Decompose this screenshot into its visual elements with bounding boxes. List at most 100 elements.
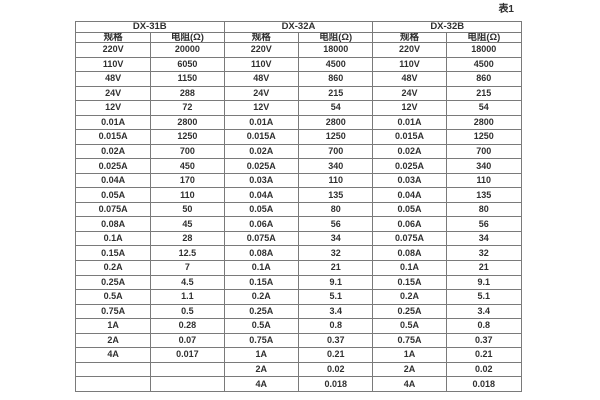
table-row: 2A 0.07 0.75A 0.37 0.75A 0.37	[74, 332, 523, 349]
resistance-cell: 0.28	[150, 318, 225, 334]
spec-cell: 0.25A	[223, 303, 299, 320]
spec-cell: 0.08A	[223, 245, 299, 261]
group-header: DX-32A	[223, 21, 374, 33]
table-row: 0.02A 700 0.02A 700 0.02A 700	[74, 143, 523, 160]
resistance-cell: 7	[150, 259, 225, 276]
resistance-cell: 1150	[150, 71, 225, 87]
spec-cell: 48V	[223, 71, 299, 87]
spec-cell: 0.025A	[372, 158, 447, 174]
table-row: 2A 0.02 2A 0.02	[74, 361, 523, 378]
spec-cell: 0.04A	[372, 187, 447, 203]
resistance-cell: 2800	[150, 114, 225, 131]
resistance-cell: 4500	[297, 56, 374, 73]
spec-cell: 1A	[372, 347, 447, 363]
spec-cell: 2A	[372, 361, 447, 378]
resistance-cell: 860	[445, 71, 523, 87]
spec-cell: 0.5A	[74, 289, 152, 305]
table-row: 220V 20000 220V 18000 220V 18000	[74, 42, 523, 58]
table-row: 0.1A 28 0.075A 34 0.075A 34	[74, 230, 523, 247]
resistance-cell: 110	[445, 172, 523, 189]
spec-cell: 0.08A	[372, 245, 447, 261]
spec-cell: 0.04A	[223, 187, 299, 203]
spec-cell: 0.02A	[223, 143, 299, 160]
spec-cell: 48V	[372, 71, 447, 87]
resistance-cell	[150, 361, 225, 378]
resistance-cell: 21	[445, 259, 523, 276]
resistance-cell: 700	[297, 143, 374, 160]
spec-column-header: 规格	[223, 31, 299, 43]
resistance-cell: 18000	[297, 42, 374, 58]
spec-cell: 0.04A	[74, 172, 152, 189]
spec-cell: 0.01A	[74, 114, 152, 131]
resistance-cell: 4500	[445, 56, 523, 73]
resistance-cell: 3.4	[445, 303, 523, 320]
spec-cell: 0.015A	[74, 129, 152, 145]
spec-cell: 4A	[372, 376, 447, 392]
resistance-column-header: 电阻(Ω)	[150, 31, 225, 43]
table-row: 48V 1150 48V 860 48V 860	[74, 71, 523, 87]
resistance-cell: 5.1	[445, 289, 523, 305]
resistance-cell: 0.018	[297, 376, 374, 392]
resistance-cell: 9.1	[297, 274, 374, 291]
resistance-column-header: 电阻(Ω)	[445, 31, 523, 43]
spec-column-header: 规格	[74, 31, 152, 43]
resistance-cell: 0.02	[297, 361, 374, 378]
table-row: 0.2A 7 0.1A 21 0.1A 21	[74, 259, 523, 276]
spec-cell: 110V	[372, 56, 447, 73]
spec-cell: 0.075A	[223, 230, 299, 247]
resistance-cell: 1250	[297, 129, 374, 145]
spec-cell: 110V	[74, 56, 152, 73]
spec-cell: 220V	[372, 42, 447, 58]
resistance-column-header: 电阻(Ω)	[297, 31, 374, 43]
spec-cell: 0.1A	[372, 259, 447, 276]
subheader-row: 规格 电阻(Ω) 规格 电阻(Ω) 规格 电阻(Ω)	[74, 31, 523, 43]
spec-cell: 2A	[223, 361, 299, 378]
spec-cell: 0.02A	[372, 143, 447, 160]
spec-cell: 0.1A	[74, 230, 152, 247]
resistance-cell: 32	[297, 245, 374, 261]
resistance-cell: 135	[445, 187, 523, 203]
table-row: 24V 288 24V 215 24V 215	[74, 85, 523, 102]
spec-cell: 0.2A	[372, 289, 447, 305]
resistance-cell: 0.02	[445, 361, 523, 378]
spec-cell	[74, 361, 152, 378]
resistance-cell: 135	[297, 187, 374, 203]
spec-cell: 0.02A	[74, 143, 152, 160]
spec-cell: 2A	[74, 332, 152, 349]
spec-cell: 0.75A	[74, 303, 152, 320]
resistance-cell	[150, 376, 225, 392]
table-row: 0.5A 1.1 0.2A 5.1 0.2A 5.1	[74, 289, 523, 305]
spec-cell: 1A	[74, 318, 152, 334]
table-row: 0.01A 2800 0.01A 2800 0.01A 2800	[74, 114, 523, 131]
spec-cell: 0.15A	[223, 274, 299, 291]
resistance-cell: 860	[297, 71, 374, 87]
resistance-cell: 72	[150, 100, 225, 116]
spec-cell: 12V	[74, 100, 152, 116]
resistance-cell: 34	[445, 230, 523, 247]
spec-cell: 24V	[223, 85, 299, 102]
resistance-cell: 110	[297, 172, 374, 189]
spec-cell: 0.075A	[372, 230, 447, 247]
resistance-cell: 0.8	[445, 318, 523, 334]
resistance-cell: 0.37	[297, 332, 374, 349]
resistance-cell: 215	[297, 85, 374, 102]
table-row: 0.015A 1250 0.015A 1250 0.015A 1250	[74, 129, 523, 145]
resistance-cell: 2800	[297, 114, 374, 131]
resistance-cell: 56	[297, 216, 374, 232]
spec-cell: 110V	[223, 56, 299, 73]
spec-cell: 0.75A	[372, 332, 447, 349]
spec-cell: 0.5A	[372, 318, 447, 334]
spec-cell: 0.05A	[74, 187, 152, 203]
spec-cell: 0.015A	[372, 129, 447, 145]
resistance-cell: 0.37	[445, 332, 523, 349]
spec-cell	[74, 376, 152, 392]
resistance-cell: 3.4	[297, 303, 374, 320]
spec-cell: 1A	[223, 347, 299, 363]
table-header: DX-31B DX-32A DX-32B 规格 电阻(Ω) 规格 电阻(Ω) 规格 电阻(Ω)	[74, 21, 523, 43]
table-row: 0.075A 50 0.05A 80 0.05A 80	[74, 201, 523, 218]
spec-cell: 4A	[223, 376, 299, 392]
resistance-cell: 32	[445, 245, 523, 261]
resistance-cell: 18000	[445, 42, 523, 58]
resistance-cell: 54	[297, 100, 374, 116]
